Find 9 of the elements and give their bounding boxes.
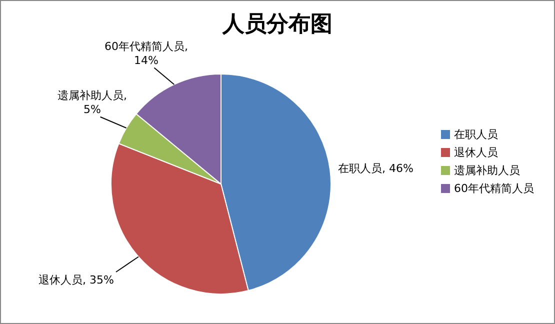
data-label: 退休人员, 35%	[38, 274, 114, 287]
legend-label: 退休人员	[454, 146, 498, 159]
legend-label: 在职人员	[454, 128, 498, 141]
legend-label: 60年代精简人员	[454, 182, 534, 195]
data-label: 在职人员, 46%	[338, 162, 414, 175]
chart-title: 人员分布图	[221, 11, 334, 39]
data-label: 60年代精简人员, 14%	[104, 40, 188, 67]
legend-label: 遗属补助人员	[454, 164, 520, 177]
data-label: 遗属补助人员, 5%	[58, 88, 128, 116]
